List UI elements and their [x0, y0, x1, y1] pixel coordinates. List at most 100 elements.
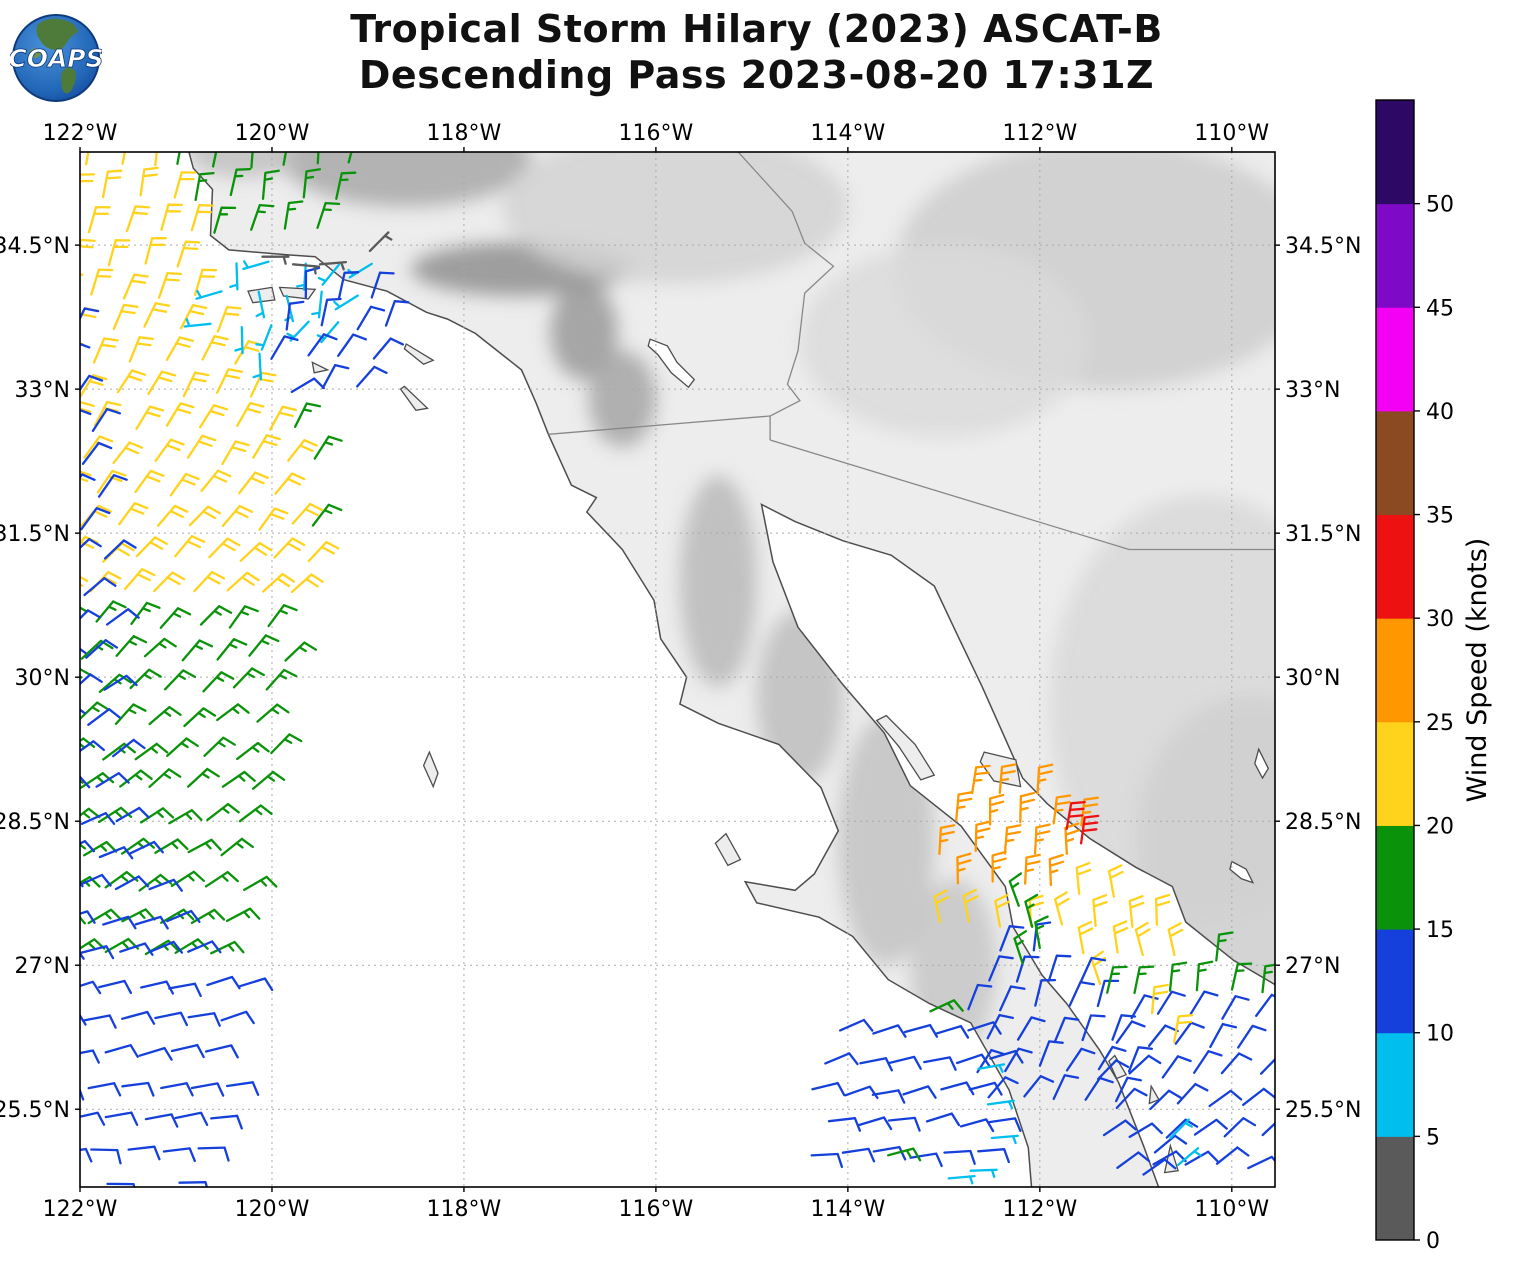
wind-barb: [256, 703, 290, 723]
wind-barb: [154, 438, 185, 462]
wind-barb: [28, 344, 55, 366]
wind-barb: [1033, 823, 1051, 855]
wind-barb: [148, 940, 184, 954]
colorbar-tick-label: 0: [1426, 1229, 1440, 1254]
continent-north-america: [36, 18, 78, 51]
wind-barb: [967, 983, 993, 1011]
wind-barb: [1077, 920, 1094, 955]
wind-barb: [232, 667, 265, 689]
wind-barb: [206, 975, 241, 990]
island: [875, 714, 936, 781]
wind-barb: [1128, 1122, 1163, 1139]
wind-barb: [1079, 956, 1107, 983]
wind-barb: [123, 568, 156, 591]
wind-barb: [1133, 965, 1155, 995]
wind-barb: [986, 1099, 1015, 1110]
wind-barb: [144, 237, 167, 265]
wind-barb: [234, 325, 244, 355]
wind-barb: [262, 572, 296, 593]
wind-barb: [90, 1148, 122, 1165]
wind-barb: [216, 638, 248, 661]
state-border: [769, 439, 1275, 551]
wind-barb: [116, 369, 147, 394]
wind-barb: [121, 152, 127, 165]
colorbar-segment: [1376, 203, 1414, 308]
wind-barb: [267, 604, 298, 628]
chart-title: Tropical Storm Hilary (2023) ASCAT-B Des…: [0, 6, 1513, 98]
wind-barb: [179, 303, 208, 330]
wind-barb: [988, 1117, 1022, 1133]
wind-barb: [1068, 980, 1096, 1007]
wind-barb: [80, 708, 86, 715]
wind-barb: [221, 504, 254, 528]
wind-barb: [211, 152, 218, 168]
wind-barb: [316, 152, 320, 165]
wind-barb: [115, 806, 150, 823]
wind-barb: [199, 605, 233, 626]
wind-barb: [134, 469, 165, 494]
wind-barb: [160, 203, 184, 231]
wind-barb: [370, 271, 395, 299]
wind-barb: [977, 1063, 1006, 1073]
wind-barb: [28, 847, 60, 859]
wind-barb: [148, 878, 183, 892]
wind-barb: [955, 1053, 991, 1068]
logo-text: COAPS: [10, 44, 102, 73]
wind-barb: [87, 708, 121, 726]
wind-barb: [274, 472, 306, 495]
wind-barb: [337, 333, 368, 357]
island: [399, 385, 429, 412]
wind-barb: [971, 764, 991, 795]
colorbar-segment: [1376, 929, 1414, 1034]
wind-barb: [80, 374, 108, 399]
wind-barb: [80, 273, 84, 283]
wind-barb: [974, 820, 991, 853]
wind-barb: [316, 201, 341, 229]
wind-barb: [872, 1024, 907, 1038]
x-tick-label-top: 116°W: [619, 121, 694, 146]
wind-barb: [1168, 961, 1188, 992]
wind-barb: [1034, 978, 1057, 1007]
wind-barb: [226, 571, 260, 592]
colorbar-tick-label: 45: [1426, 296, 1454, 321]
wind-barb: [114, 703, 147, 726]
wind-barb: [238, 471, 269, 495]
wind-barb: [1034, 915, 1049, 950]
wind-barb: [261, 169, 280, 200]
wind-barb: [210, 1114, 243, 1130]
wind-barb: [157, 271, 183, 299]
wind-barb: [1081, 1014, 1106, 1042]
wind-barb: [1193, 1050, 1223, 1074]
wind-barb: [368, 231, 393, 253]
wind-barb: [147, 370, 177, 396]
island: [422, 750, 439, 789]
wind-barb: [270, 335, 299, 360]
wind-barb: [195, 289, 223, 300]
coastline: [188, 152, 1275, 1187]
wind-barb: [23, 1084, 54, 1097]
wind-barb: [313, 435, 343, 460]
wind-barb: [216, 305, 242, 333]
colorbar-segment: [1376, 825, 1414, 930]
wind-barb: [16, 943, 48, 954]
wind-barb: [1096, 1059, 1130, 1081]
colorbar-frame: [1375, 99, 1415, 1241]
wind-barb: [188, 505, 222, 527]
wind-barb: [29, 405, 55, 428]
wind-barb: [1259, 1057, 1275, 1075]
wind-barb: [43, 637, 73, 656]
wind-barb: [1153, 1134, 1188, 1154]
wind-barb: [999, 925, 1025, 952]
wind-barb: [95, 772, 130, 788]
wind-barb: [1223, 1117, 1257, 1138]
wind-barb: [203, 736, 236, 757]
wind-barb: [1161, 1055, 1192, 1079]
wind-barb: [220, 1010, 255, 1025]
wind-barb: [39, 939, 71, 953]
island: [1148, 1084, 1160, 1105]
colorbar-segment: [1376, 410, 1414, 516]
wind-barb: [18, 843, 50, 855]
wind-barb: [183, 707, 217, 728]
wind-barb: [384, 300, 410, 327]
